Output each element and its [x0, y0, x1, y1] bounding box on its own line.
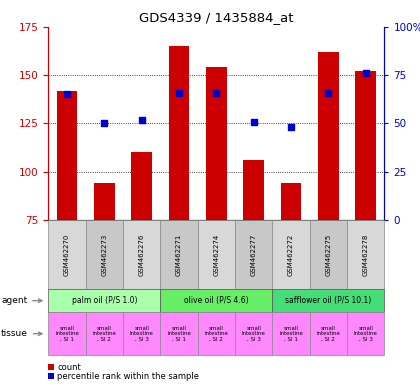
- Text: count: count: [57, 363, 81, 372]
- Text: GSM462275: GSM462275: [326, 233, 331, 276]
- Bar: [235, 220, 272, 289]
- Bar: [347, 312, 384, 355]
- Bar: [310, 220, 347, 289]
- Bar: [206, 68, 226, 220]
- Text: small
intestine
, SI 1: small intestine , SI 1: [55, 326, 79, 342]
- Bar: [243, 160, 264, 220]
- Bar: [169, 46, 189, 220]
- Text: GSM462271: GSM462271: [176, 233, 182, 276]
- Bar: [281, 183, 301, 220]
- Bar: [355, 71, 376, 220]
- Bar: [160, 312, 198, 355]
- Point: [325, 89, 332, 96]
- Bar: [198, 312, 235, 355]
- Text: small
intestine
, SI 2: small intestine , SI 2: [316, 326, 340, 342]
- Point: [138, 116, 145, 122]
- Point: [176, 89, 182, 96]
- Bar: [123, 220, 160, 289]
- Text: percentile rank within the sample: percentile rank within the sample: [57, 372, 200, 381]
- Text: small
intestine
, SI 1: small intestine , SI 1: [167, 326, 191, 342]
- Point: [362, 70, 369, 76]
- Bar: [123, 312, 160, 355]
- Point: [101, 121, 108, 127]
- Text: small
intestine
, SI 1: small intestine , SI 1: [279, 326, 303, 342]
- Bar: [272, 289, 384, 312]
- Text: GSM462277: GSM462277: [251, 233, 257, 276]
- Title: GDS4339 / 1435884_at: GDS4339 / 1435884_at: [139, 11, 294, 24]
- Bar: [94, 183, 115, 220]
- Point: [213, 89, 220, 96]
- Text: palm oil (P/S 1.0): palm oil (P/S 1.0): [71, 296, 137, 305]
- Text: small
intestine
, SI 3: small intestine , SI 3: [354, 326, 378, 342]
- Point: [63, 91, 70, 98]
- Text: small
intestine
, SI 2: small intestine , SI 2: [205, 326, 228, 342]
- Bar: [48, 312, 86, 355]
- Text: small
intestine
, SI 3: small intestine , SI 3: [130, 326, 154, 342]
- Bar: [131, 152, 152, 220]
- Bar: [86, 220, 123, 289]
- Bar: [235, 312, 272, 355]
- Bar: [57, 91, 77, 220]
- Text: GSM462278: GSM462278: [362, 233, 369, 276]
- Text: tissue: tissue: [1, 329, 42, 338]
- Bar: [160, 220, 198, 289]
- Text: small
intestine
, SI 2: small intestine , SI 2: [92, 326, 116, 342]
- Text: small
intestine
, SI 3: small intestine , SI 3: [241, 326, 265, 342]
- Bar: [310, 312, 347, 355]
- Text: GSM462270: GSM462270: [64, 233, 70, 276]
- Text: safflower oil (P/S 10.1): safflower oil (P/S 10.1): [285, 296, 371, 305]
- Bar: [48, 364, 54, 370]
- Bar: [272, 220, 310, 289]
- Bar: [347, 220, 384, 289]
- Point: [250, 118, 257, 124]
- Text: GSM462274: GSM462274: [213, 233, 219, 276]
- Text: GSM462276: GSM462276: [139, 233, 144, 276]
- Text: GSM462273: GSM462273: [101, 233, 107, 276]
- Bar: [272, 312, 310, 355]
- Text: olive oil (P/S 4.6): olive oil (P/S 4.6): [184, 296, 249, 305]
- Bar: [198, 220, 235, 289]
- Bar: [86, 312, 123, 355]
- Point: [288, 124, 294, 131]
- Bar: [48, 373, 54, 379]
- Bar: [48, 289, 160, 312]
- Text: GSM462272: GSM462272: [288, 233, 294, 276]
- Text: agent: agent: [1, 296, 42, 305]
- Bar: [160, 289, 272, 312]
- Bar: [318, 52, 339, 220]
- Bar: [48, 220, 86, 289]
